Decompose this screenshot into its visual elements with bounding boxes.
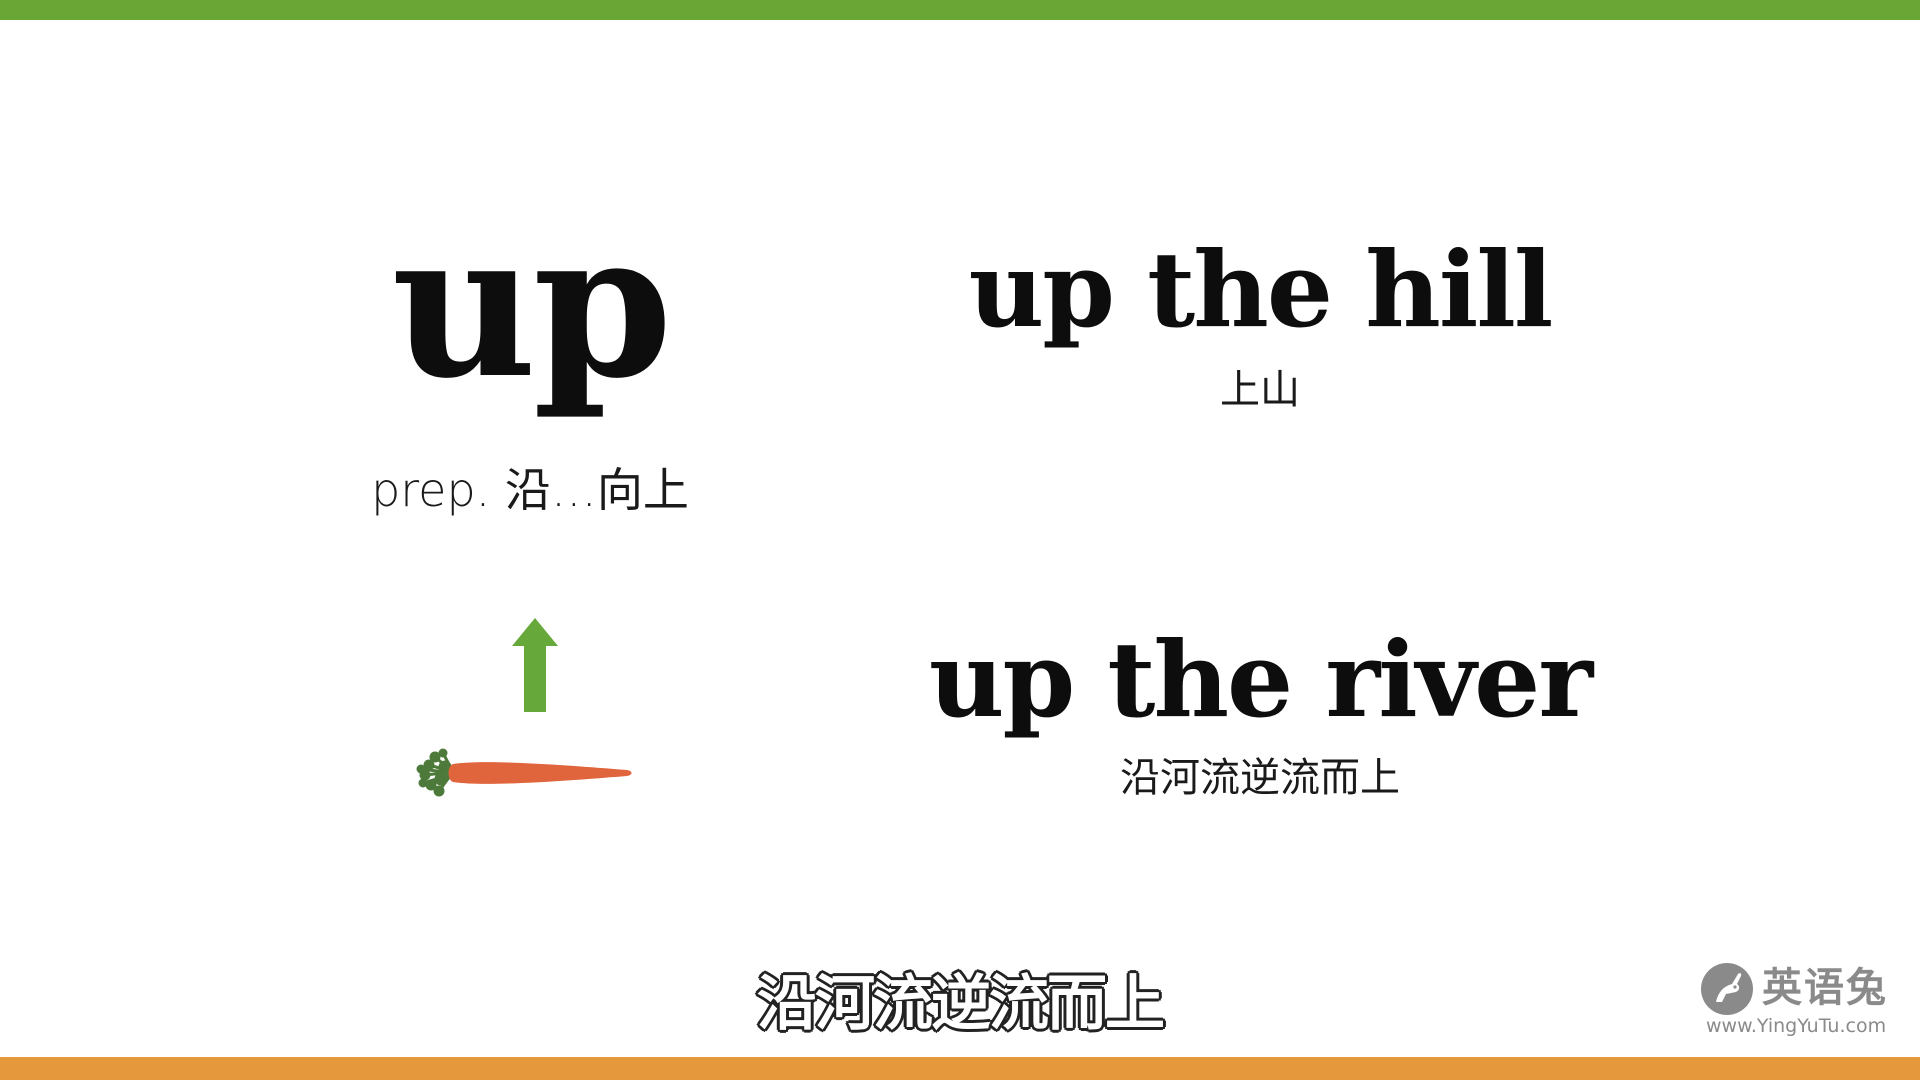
example-translation-2: 沿河流逆流而上 — [1120, 755, 1400, 801]
logo-name: 英语兔 — [1762, 964, 1888, 1011]
subtitle-caption: 沿河流逆流而上 — [756, 968, 1167, 1041]
example-phrase-1: up the hill — [968, 228, 1554, 351]
arrow-up-icon — [512, 618, 558, 712]
rabbit-logo-icon — [1701, 963, 1753, 1015]
logo-url: www.YingYuTu.com — [1706, 1015, 1887, 1037]
top-accent-bar — [0, 0, 1920, 20]
bottom-accent-bar — [0, 1057, 1920, 1080]
example-translation-1: 上山 — [1220, 367, 1300, 413]
example-phrase-2: up the river — [928, 618, 1593, 741]
brand-logo: 英语兔 www.YingYuTu.com — [1700, 960, 1900, 1040]
carrot-image — [416, 748, 632, 797]
vocab-definition: prep. 沿…向上 — [371, 463, 689, 517]
vocab-word: up — [391, 188, 672, 423]
